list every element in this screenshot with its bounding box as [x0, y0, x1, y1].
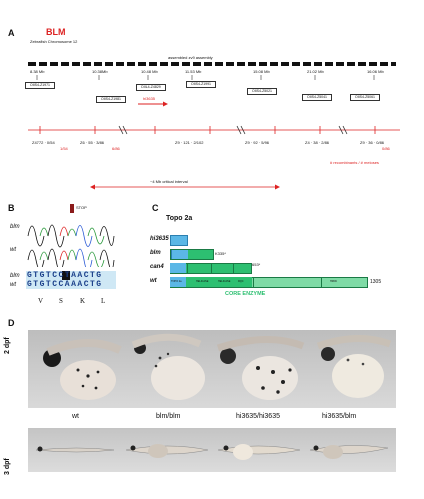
marker-label: Z9 · 121 · 2/102 — [175, 140, 204, 145]
can4-topo — [170, 263, 186, 273]
gene-box: DIIL4-Z4829 — [136, 84, 166, 91]
genotype-label: hi3635/blm — [322, 413, 357, 420]
amino-acid: V — [38, 297, 44, 305]
amino-acid: S — [59, 297, 63, 305]
row-label: can4 — [150, 264, 164, 270]
panel-a-letter: A — [8, 28, 15, 38]
sequence-blm: GTGTCCTAACTG — [27, 271, 103, 280]
position-label: 15.08 Mb — [253, 69, 270, 74]
gene-box: OIIS4-Z1981 — [96, 96, 126, 103]
gene-box: OIIS4-Z5041 — [302, 94, 332, 101]
panel-c-letter: C — [152, 203, 159, 213]
marker-label: Z9 · 36 · 0/86 — [360, 140, 385, 145]
topo-title: Topo 2a — [166, 215, 193, 222]
genotype-label: wt — [72, 413, 79, 420]
hi3635-arrow-label: hi3635 — [143, 96, 156, 101]
embryo-images-2dpf — [43, 333, 392, 400]
marker-label: Z9 · 92 · 5/96 — [245, 140, 270, 145]
red-arrow — [138, 101, 168, 107]
amino-acid: K — [80, 297, 86, 305]
gene-box: OIIS4-Z5061 — [350, 94, 380, 101]
domain-label: HRDC — [330, 280, 338, 283]
row-2dpf-label: 2 dpf — [4, 337, 11, 354]
genotype-label: blm/blm — [156, 413, 181, 420]
position-label: 21.02 Mb — [307, 69, 324, 74]
domain-label: RQC — [238, 280, 244, 283]
chromatogram — [27, 224, 115, 267]
row-label: wt — [150, 278, 157, 284]
position-label: 10.38Mb — [92, 69, 108, 74]
gene-box: OIIS4-Z5021 — [247, 88, 277, 95]
position-label: 8.38 Mb — [30, 69, 45, 74]
mutation-k335: K335* — [215, 251, 226, 256]
row-label: blm — [150, 250, 161, 256]
sequence-wt: GTGTCCAAACTG — [27, 280, 103, 289]
position-label: 11.53 Mb — [185, 69, 202, 74]
marker-line — [28, 125, 400, 190]
seq-label-blm: blm — [10, 273, 20, 279]
domain-label: HELICASE — [196, 280, 209, 283]
chromosome-bar — [28, 62, 396, 66]
recombinants-note: # recombinants / # meioses — [330, 160, 379, 165]
seq-label-wt: wt — [10, 282, 16, 288]
interval-note: ~4 Mb critical interval — [150, 179, 188, 184]
chromosome-label: Zebrafish Chromosome 12 — [30, 39, 78, 44]
larva-images-3dpf — [35, 444, 389, 460]
assembly-label: assembled zv9 assembly — [168, 55, 213, 60]
core-enzyme-label: CORE ENZYME — [225, 291, 266, 297]
panel-d-letter: D — [8, 318, 15, 328]
mutation-highlight — [62, 271, 70, 280]
stop-marker — [70, 204, 74, 213]
amino-acid: L — [101, 297, 106, 305]
gene-box: OIIS4-Z1991 — [186, 81, 216, 88]
marker-label: Z6 · 55 · 3/86 — [80, 140, 105, 145]
protein-bar-hi3635 — [170, 235, 188, 246]
marker-value: 6/86 — [112, 146, 120, 151]
blm-gene-title: BLM — [46, 27, 66, 37]
trace-label-wt: wt — [10, 247, 16, 253]
position-label: 10.48 Mb — [141, 69, 158, 74]
wt-length: 1305 — [370, 279, 382, 285]
mutation-653: 653* — [252, 262, 261, 267]
genotype-label: hi3635/hi3635 — [236, 413, 280, 420]
trace-label-blm: blm — [10, 224, 20, 230]
domain-label: HELICASE — [218, 280, 231, 283]
position-label: 16.06 Mb — [367, 69, 384, 74]
tick-marks — [36, 75, 375, 80]
gene-box: OIIS4-Z1971 — [25, 82, 55, 89]
protein-bar-blm — [170, 249, 214, 260]
marker-label: Z4772 · 0/54 — [32, 140, 55, 145]
wt-topo — [170, 277, 186, 287]
panel-b-letter: B — [8, 203, 15, 213]
marker-label: Z4 · 38 · 2/86 — [305, 140, 330, 145]
wt-core — [186, 277, 252, 287]
row-label: hi3635 — [150, 236, 169, 242]
marker-value: 1/54 — [60, 146, 68, 151]
stop-label: STOP — [76, 205, 87, 210]
sequence-highlight — [26, 271, 116, 289]
domain-label: TOPO 2a — [171, 280, 182, 283]
row-3dpf-label: 3 dpf — [4, 458, 11, 475]
marker-value: 0/86 — [382, 146, 390, 151]
